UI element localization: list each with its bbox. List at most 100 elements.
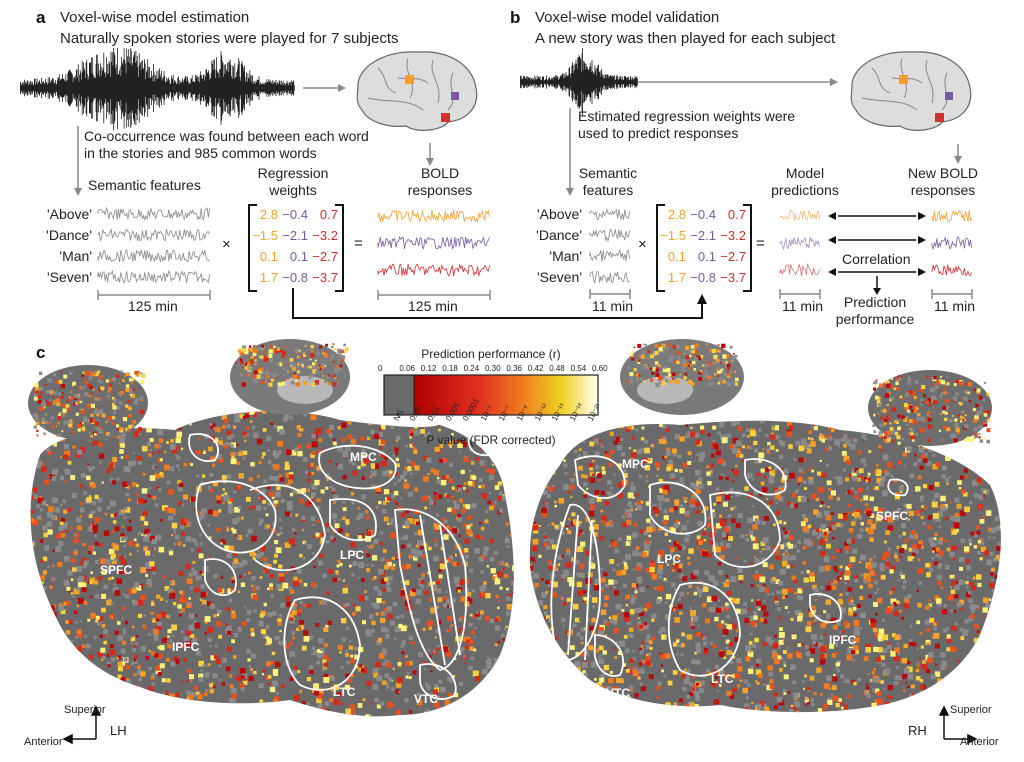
- b-weight-r3c2: −3.7: [720, 270, 746, 285]
- times-sign-a: ×: [222, 236, 231, 253]
- weight-matrix-a: 2.8 −0.4 0.7 −1.5 −2.1 −3.2 0.1 0.1 −2.7 1.7 −0.8−…: [248, 204, 344, 292]
- a-weight-r1c1: −2.1: [282, 228, 308, 243]
- estimated-line2: used to predict responses: [578, 125, 739, 141]
- word-above-a: 'Above': [46, 206, 92, 222]
- cooccurrence-line2: in the stories and 985 common words: [84, 145, 317, 161]
- a-weight-r0c1: −0.4: [282, 207, 308, 222]
- b-weight-r0c1: −0.4: [690, 207, 716, 222]
- r-tick: 0.54: [570, 364, 587, 373]
- b-weight-r3c1: −0.8: [690, 270, 716, 285]
- roi-spfc-right: SPFC: [876, 509, 909, 523]
- word-man-b: 'Man': [549, 248, 582, 264]
- word-seven-a: 'Seven': [46, 269, 92, 285]
- a-weight-r3c2: −3.7: [312, 270, 338, 285]
- left-hemisphere-flatmap: [30, 411, 514, 717]
- mp-line2: predictions: [771, 182, 839, 198]
- r-tick: 0.30: [485, 364, 501, 373]
- nb-line1: New BOLD: [907, 165, 979, 181]
- a-weight-r1c2: −3.2: [312, 228, 338, 243]
- cooccurrence-line1: Co-occurrence was found between each wor…: [84, 128, 369, 144]
- brain-icon: [850, 51, 972, 131]
- semantic-features-label-a: Semantic features: [88, 177, 201, 193]
- r-tick: 0.24: [463, 364, 480, 373]
- r-tick: 0: [378, 364, 383, 373]
- roi-ipfc-right: IPFC: [829, 633, 857, 647]
- right-lateral-inflated-brain: [868, 370, 992, 446]
- right-medial-inflated-brain: [620, 339, 744, 415]
- r-tick: 0.18: [442, 364, 458, 373]
- r-ticks: 0 0.06 0.12 0.18 0.24 0.30 0.36 0.42 0.48 0.54 0.6…: [376, 364, 616, 376]
- duration-features-a: 125 min: [128, 298, 178, 314]
- times-sign-b: ×: [638, 236, 647, 253]
- b-weight-r1c1: −2.1: [690, 228, 716, 243]
- r-tick: 0.42: [527, 364, 544, 373]
- a-weight-r3c0: 1.7: [259, 270, 278, 285]
- a-weight-r0c2: 0.7: [319, 207, 338, 222]
- panel-c-label: c: [36, 343, 46, 362]
- word-man-a: 'Man': [59, 248, 92, 264]
- duration-bold-b: 11 min: [934, 298, 975, 314]
- panel-b-subtitle: A new story was then played for each sub…: [535, 30, 836, 47]
- roi-lpc-left: LPC: [340, 548, 364, 562]
- word-seven-b: 'Seven': [536, 269, 582, 285]
- left-medial-inflated-brain: [230, 339, 350, 415]
- panel-a-graphics: [20, 48, 491, 318]
- rh-label: RH: [908, 723, 927, 738]
- roi-vtc-left: VTC: [414, 692, 438, 706]
- a-weight-r0c0: 2.8: [259, 207, 278, 222]
- duration-bold-a: 125 min: [408, 298, 458, 314]
- regression-weights-label-a: Regression weights: [248, 165, 338, 199]
- equals-sign-b: =: [756, 235, 765, 252]
- panel-a-subtitle: Naturally spoken stories were played for…: [60, 30, 399, 47]
- p-value-title: P value (FDR corrected): [426, 433, 556, 447]
- orientation-right: [938, 705, 978, 745]
- panel-b-label: b: [510, 8, 521, 27]
- panel-b-graphics: [520, 48, 973, 310]
- roi-lpc-right: LPC: [657, 552, 681, 566]
- panel-a-title: Voxel-wise model estimation: [60, 9, 250, 26]
- cortical-flatmaps: [28, 339, 1001, 745]
- brain-icon: [356, 51, 478, 131]
- roi-ltc-right: LTC: [711, 672, 734, 686]
- r-tick: 0.12: [420, 364, 437, 373]
- b-weight-r1c2: −3.2: [720, 228, 746, 243]
- correlation-label: Correlation: [842, 251, 911, 267]
- b-weight-r2c1: 0.1: [697, 249, 716, 264]
- r-tick: 0.48: [549, 364, 565, 373]
- pp-line2: performance: [835, 311, 915, 327]
- a-weight-r2c2: −2.7: [312, 249, 338, 264]
- right-hemisphere-flatmap: [529, 420, 1001, 713]
- roi-ipfc-left: IPFC: [172, 640, 200, 654]
- rw-line2: weights: [269, 182, 317, 198]
- lh-label: LH: [110, 723, 127, 738]
- sf-line2: features: [582, 182, 634, 198]
- panel-b-title: Voxel-wise model validation: [535, 9, 720, 26]
- b-weight-r0c2: 0.7: [727, 207, 746, 222]
- b-weight-r0c0: 2.8: [667, 207, 686, 222]
- new-bold-label: New BOLD responses: [898, 165, 988, 199]
- word-dance-a: 'Dance': [46, 227, 92, 243]
- a-weight-r1c0: −1.5: [252, 228, 278, 243]
- b-weight-r2c0: 0.1: [667, 249, 686, 264]
- bold-responses-label-a: BOLD responses: [395, 165, 485, 199]
- roi-ltc-left: LTC: [333, 685, 356, 699]
- duration-pred-b: 11 min: [782, 298, 823, 314]
- a-weight-r2c0: 0.1: [259, 249, 278, 264]
- bold-line1: BOLD: [420, 165, 460, 181]
- prediction-performance-label: Prediction performance: [830, 294, 920, 328]
- sf-line1: Semantic: [578, 165, 638, 181]
- orientation-left: [62, 705, 102, 745]
- weight-matrix-b: 2.8 −0.4 0.7 −1.5 −2.1 −3.2 0.1 0.1 −2.7 1.7 −0.8−…: [656, 204, 752, 292]
- equals-sign-a: =: [354, 235, 363, 252]
- word-above-b: 'Above': [536, 206, 582, 222]
- model-predictions-label: Model predictions: [760, 165, 850, 199]
- r-tick: 0.06: [399, 364, 415, 373]
- pp-line1: Prediction: [843, 294, 907, 310]
- anterior-label-right: Anterior: [960, 736, 999, 748]
- b-weight-r1c0: −1.5: [660, 228, 686, 243]
- colorbar-title: Prediction performance (r): [421, 347, 561, 361]
- estimated-line1: Estimated regression weights were: [578, 108, 796, 124]
- superior-label-left: Superior: [64, 704, 106, 716]
- left-lateral-inflated-brain: [28, 365, 148, 441]
- duration-features-b: 11 min: [592, 298, 633, 314]
